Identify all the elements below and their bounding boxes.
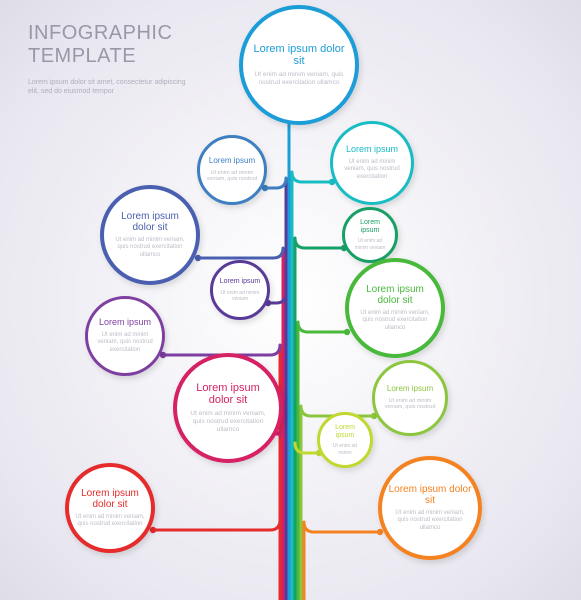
info-node: Lorem ipsum Ut enim ad minim veniam, quis… [85,296,165,376]
node-title: Lorem ipsum [209,157,255,166]
info-node: Lorem ipsum Ut enim ad minim veniam [342,207,398,263]
node-body: Ut enim ad minim veniam [219,290,261,303]
node-body: Ut enim ad minim veniam, quis nostrud ex… [185,410,271,434]
info-node: Lorem ipsum Ut enim ad minim veniam, quis… [372,360,448,436]
info-node: Lorem ipsum Ut enim ad minim veniam [210,260,270,320]
info-node: Lorem ipsum Ut enim ad minim veniam, quis… [330,121,414,205]
node-body: Ut enim ad minim veniam, quis nostrud [381,398,439,412]
info-node: Lorem ipsum dolor sit Ut enim ad minim ve… [173,353,283,463]
info-node: Lorem ipsum dolor sit Ut enim ad minim ve… [345,258,445,358]
node-title: Lorem ipsum dolor sit [355,284,435,306]
node-body: Ut enim ad minim veniam, quis nostrud ex… [339,159,405,182]
node-title: Lorem ipsum [326,424,364,439]
node-body: Ut enim ad minim veniam, quis nostrud ex… [252,71,346,87]
node-body: Ut enim ad minim [326,443,364,456]
node-body: Ut enim ad minim veniam, quis nostrud ex… [389,510,470,533]
node-title: Lorem ipsum [220,278,260,286]
node-body: Ut enim ad minim veniam, quis nostrud ex… [94,332,156,355]
node-body: Ut enim ad minim veniam, quis nostrud ex… [356,310,434,333]
node-body: Ut enim ad minim veniam, quis nostrud ex… [75,514,145,529]
node-body: Ut enim ad minim veniam [351,238,389,251]
node-title: Lorem ipsum [99,318,151,328]
info-node: Lorem ipsum Ut enim ad minim veniam, quis… [197,135,267,205]
node-title: Lorem ipsum [351,219,389,234]
node-title: Lorem ipsum dolor sit [110,211,190,233]
node-body: Ut enim ad minim veniam, quis nostrud ex… [111,237,189,260]
info-node: Lorem ipsum dolor sit Ut enim ad minim ve… [100,185,200,285]
info-node: Lorem ipsum dolor sit Ut enim ad minim ve… [378,456,482,560]
info-node: Lorem ipsum dolor sit Ut enim ad minim ve… [239,5,359,125]
node-title: Lorem ipsum [346,145,398,155]
node-body: Ut enim ad minim veniam, quis nostrud [206,170,258,184]
info-node: Lorem ipsum Ut enim ad minim [317,412,373,468]
node-title: Lorem ipsum dolor sit [251,43,347,67]
node-title: Lorem ipsum dolor sit [75,488,145,510]
node-title: Lorem ipsum [387,385,433,394]
info-node: Lorem ipsum dolor sit Ut enim ad minim ve… [65,463,155,553]
node-title: Lorem ipsum dolor sit [184,382,272,406]
node-title: Lorem ipsum dolor sit [388,484,471,506]
